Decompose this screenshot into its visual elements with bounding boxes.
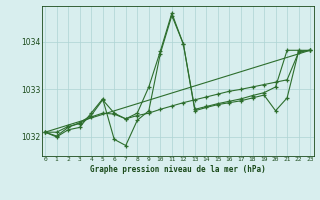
- X-axis label: Graphe pression niveau de la mer (hPa): Graphe pression niveau de la mer (hPa): [90, 165, 266, 174]
